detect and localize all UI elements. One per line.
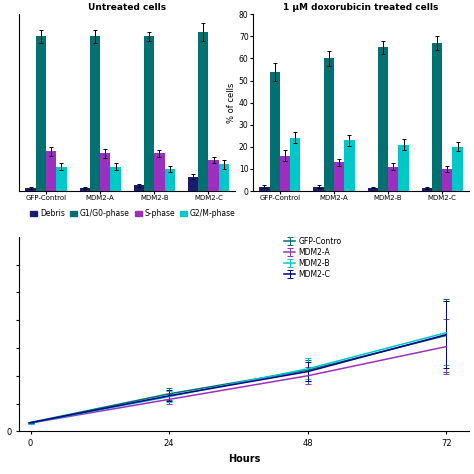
Bar [26,188,36,191]
Bar [259,187,270,191]
Legend: GFP-Contro, MDM2-A, MDM2-B, MDM2-C: GFP-Contro, MDM2-A, MDM2-B, MDM2-C [284,237,342,279]
Bar [280,155,290,191]
Bar [290,138,301,191]
Bar [209,160,219,191]
Bar [432,43,442,191]
Bar [388,167,398,191]
Bar [453,147,463,191]
Bar [188,177,198,191]
Bar [378,47,388,191]
X-axis label: Hours: Hours [228,454,260,464]
Title: 1 μM doxorubicin treated cells: 1 μM doxorubicin treated cells [283,3,439,12]
Bar [90,36,100,191]
Legend: Debris, G1/G0-phase, S-phase, G2/M-phase: Debris, G1/G0-phase, S-phase, G2/M-phase [27,206,239,221]
Y-axis label: % of cells: % of cells [227,82,236,123]
Bar [334,162,344,191]
Bar [367,188,378,191]
Bar [324,58,334,191]
Bar [134,185,144,191]
Bar [219,164,229,191]
Bar [56,167,66,191]
Bar [398,145,409,191]
Bar [110,167,121,191]
Title: Untreated cells: Untreated cells [88,3,166,12]
Bar [270,72,280,191]
Bar [198,32,209,191]
Bar [80,188,90,191]
Bar [422,188,432,191]
Bar [164,169,175,191]
Bar [344,140,355,191]
Bar [46,151,56,191]
Bar [442,169,453,191]
Bar [313,187,324,191]
Bar [100,154,110,191]
Bar [144,36,154,191]
Bar [154,154,164,191]
Bar [36,36,46,191]
